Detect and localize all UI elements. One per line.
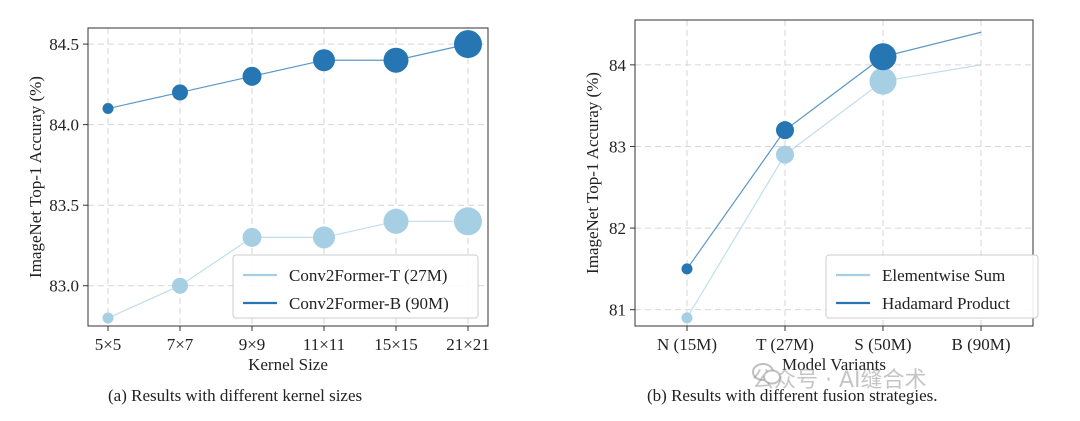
chart-panel-kernel-size: 5×5 7×7 9×9 11×11 15×15 21×21 83.0 83.5 84.0 84.5… (26, 27, 490, 405)
chart-panel-fusion: N (15M) T (27M) S (50M) B (90M) 81 82 83 84 Mode… (540, 0, 1080, 421)
data-point (383, 47, 409, 73)
data-point (869, 43, 897, 71)
series-line (107, 43, 469, 110)
data-point (242, 66, 262, 86)
wechat-icon (752, 363, 781, 385)
x-axis-label: Model Variants (782, 355, 886, 374)
data-point (681, 312, 693, 324)
caption-kernel-size: (a) Results with different kernel sizes (108, 386, 363, 405)
legend-box (232, 254, 479, 319)
data-point (242, 227, 262, 247)
y-tick-label: 84.5 (49, 35, 79, 54)
data-point (383, 208, 409, 234)
x-tick-label: 21×21 (446, 335, 490, 354)
x-tick-label: T (27M) (756, 335, 814, 354)
legend-label: Elementwise Sum (882, 266, 1005, 285)
plot-frame (87, 27, 489, 327)
y-tick-label: 83.5 (49, 196, 79, 215)
y-tick-label: 83.0 (49, 277, 79, 296)
data-point (869, 67, 897, 95)
x-tick-label: B (90M) (951, 335, 1010, 354)
y-tick-label: 82 (609, 219, 626, 238)
data-point (681, 263, 693, 275)
x-axis-label: Kernel Size (248, 355, 328, 374)
x-tick-label: 5×5 (95, 335, 122, 354)
x-tick-label: N (15M) (657, 335, 717, 354)
watermark-text: 公众号 · AI缝合术 (752, 368, 927, 393)
data-point (454, 207, 482, 236)
data-point (172, 84, 188, 101)
data-point (454, 30, 482, 59)
y-axis-label: ImageNet Top-1 Accuray (%) (26, 76, 45, 278)
data-point (776, 121, 794, 140)
caption-fusion-strategies: (b) Results with different fusion strate… (647, 386, 938, 405)
x-tick-label: 7×7 (167, 335, 194, 354)
y-axis-label: ImageNet Top-1 Accuray (%) (583, 72, 602, 274)
data-point (102, 103, 114, 115)
data-point (102, 312, 114, 324)
x-tick-label: 9×9 (239, 335, 266, 354)
y-tick-label: 81 (609, 301, 626, 320)
y-tick-label: 84.0 (49, 116, 79, 135)
series-line (686, 64, 982, 319)
data-point (172, 277, 188, 294)
watermark: 公众号 · AI缝合术 (752, 362, 927, 394)
data-point (313, 49, 335, 72)
legend-label: Conv2Former-T (27M) (289, 266, 447, 285)
legend-label: Hadamard Product (882, 294, 1010, 313)
legend-box (825, 254, 1039, 319)
chart-fusion-strategies: N (15M) T (27M) S (50M) B (90M) 81 82 83 84 Mode… (583, 19, 1039, 374)
chart-kernel-size: 5×5 7×7 9×9 11×11 15×15 21×21 83.0 83.5 84.0 84.5… (26, 27, 490, 374)
series-line (686, 31, 982, 270)
x-tick-label: S (50M) (854, 335, 911, 354)
data-point (313, 226, 335, 249)
legend-label: Conv2Former-B (90M) (289, 294, 449, 313)
x-tick-label: 11×11 (303, 335, 345, 354)
data-point (776, 145, 794, 164)
y-tick-label: 83 (609, 137, 626, 156)
y-tick-label: 84 (609, 56, 627, 75)
plot-frame (634, 19, 1034, 327)
x-tick-label: 15×15 (374, 335, 418, 354)
